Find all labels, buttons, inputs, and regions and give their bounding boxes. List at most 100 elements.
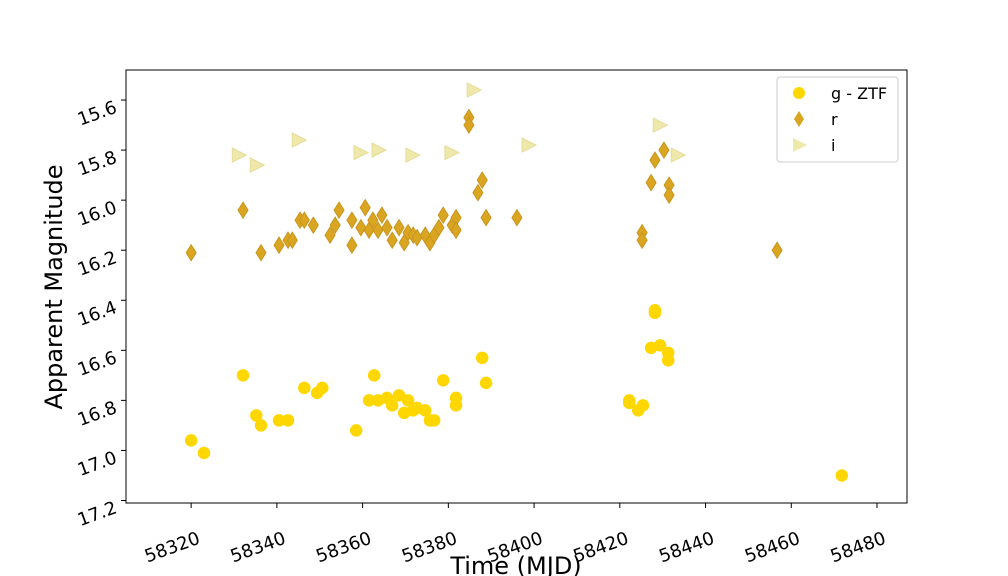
marker [436,374,450,387]
marker [197,446,211,460]
marker [185,243,197,262]
y-tick-label: 16.6 [75,347,120,380]
marker [231,147,248,163]
marker [329,216,341,235]
marker [835,469,849,482]
legend-label: r [831,110,838,129]
legend-box [776,76,899,163]
marker [511,208,523,227]
point [449,355,485,412]
y-tick-label: 16.8 [75,397,120,430]
marker [661,354,675,367]
marker [663,186,675,205]
point [661,354,845,478]
marker [381,218,393,237]
x-tick-label: 58320 [142,528,203,567]
point [235,152,783,260]
plot-frame [125,69,908,504]
x-tick-label: 58340 [228,528,289,567]
marker [450,221,462,240]
marker [237,201,249,220]
marker [184,434,198,447]
marker [433,218,445,237]
marker [649,151,661,170]
point [316,381,359,433]
marker [254,419,268,432]
marker [670,147,687,163]
y-tick-label: 15.6 [75,97,120,130]
marker [418,404,432,417]
legend-marker [793,87,805,99]
marker [249,157,266,173]
legend-marker [794,111,804,127]
marker [521,137,538,153]
marker [472,183,484,202]
marker [636,231,648,250]
marker [355,218,367,237]
point [479,376,632,403]
marker [255,243,267,262]
legend: g - ZTF ri [776,76,899,163]
marker [307,216,319,235]
marker [236,369,250,382]
marker [298,211,310,230]
marker [437,206,449,225]
point [188,250,849,482]
marker [463,116,475,135]
marker [346,211,358,230]
marker [475,351,489,365]
marker [346,236,358,255]
marker [250,409,263,422]
marker [298,381,311,395]
marker [353,144,370,161]
marker [324,226,336,245]
marker [393,218,405,237]
marker [771,241,783,260]
marker [286,231,298,250]
marker [386,231,398,250]
y-tick-label: 15.8 [75,147,120,180]
point [521,122,662,153]
legend-label: g - ZTF [831,84,887,103]
x-tick-label: 58440 [656,528,717,567]
marker [636,399,650,412]
x-axis-label: Time (MJD) [449,552,581,576]
x-tick-label: 58480 [828,528,889,567]
marker [359,198,371,217]
point [663,186,780,253]
y-axis-label: Apparent Magnitude [40,164,68,409]
point [636,345,654,412]
marker [291,132,308,148]
point [185,207,246,262]
point [466,82,531,148]
point [511,208,645,236]
marker [658,141,670,160]
marker [349,424,363,437]
marker [371,142,388,158]
marker [367,211,379,230]
marker [648,306,662,320]
marker [653,339,667,352]
marker [652,117,669,133]
marker [401,394,415,407]
point [463,116,481,196]
legend-marker [793,138,807,152]
x-tick-label: 58360 [313,528,374,567]
y-tick-label: 17.0 [75,447,120,480]
x-tick-label: 58420 [571,528,632,567]
y-tick-label: 16.4 [75,297,120,330]
marker [479,376,493,390]
x-tick-label: 58460 [742,528,803,567]
marker [476,171,488,190]
marker [372,221,384,240]
marker [273,236,285,255]
marker [367,369,381,382]
y-tick-label: 16.0 [75,197,120,230]
marker [444,144,461,161]
marker [405,147,422,163]
marker [622,396,636,410]
point [291,132,363,156]
marker [376,206,388,225]
y-tick-label: 16.2 [75,247,120,280]
